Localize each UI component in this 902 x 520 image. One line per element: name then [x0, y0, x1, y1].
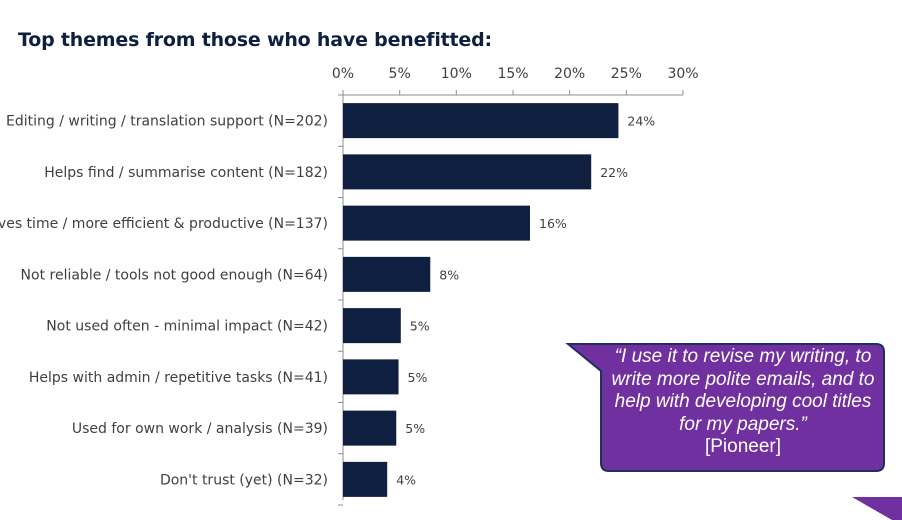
category-label: Saves time / more efficient & productive… — [0, 216, 328, 232]
x-tick-label: 0% — [332, 66, 354, 82]
bar — [343, 103, 619, 139]
bar — [343, 154, 592, 190]
bar — [343, 308, 401, 344]
bar — [343, 256, 431, 292]
quote-text: “I use it to revise my writing, to write… — [604, 346, 882, 459]
x-tick-label: 30% — [667, 66, 698, 82]
bar — [343, 205, 530, 241]
x-tick-label: 25% — [611, 66, 642, 82]
category-label: Editing / writing / translation support … — [6, 114, 328, 130]
category-label: Not used often - minimal impact (N=42) — [46, 319, 328, 335]
data-label: 5% — [408, 370, 428, 385]
bar — [343, 461, 388, 497]
data-label: 4% — [396, 472, 416, 487]
data-label: 24% — [627, 114, 655, 129]
data-label: 5% — [405, 421, 425, 436]
data-label: 16% — [539, 216, 567, 231]
bar — [343, 359, 399, 395]
data-label: 22% — [600, 165, 628, 180]
category-label: Helps find / summarise content (N=182) — [44, 165, 328, 181]
speech-bubble-shape — [565, 343, 885, 472]
quote-body: “I use it to revise my writing, to write… — [611, 346, 875, 435]
data-label: 8% — [439, 267, 459, 282]
category-label: Not reliable / tools not good enough (N=… — [21, 267, 328, 283]
category-label: Helps with admin / repetitive tasks (N=4… — [29, 370, 328, 386]
corner-arrow-shape — [852, 497, 902, 520]
x-tick-label: 20% — [554, 66, 585, 82]
quote-attribution: [Pioneer] — [704, 436, 782, 457]
data-label: 5% — [410, 319, 430, 334]
chart-title: Top themes from those who have benefitte… — [18, 29, 492, 51]
x-tick-label: 10% — [441, 66, 472, 82]
x-tick-label: 5% — [389, 66, 411, 82]
category-label: Used for own work / analysis (N=39) — [72, 421, 328, 437]
x-tick-label: 15% — [497, 66, 528, 82]
bar — [343, 410, 397, 446]
category-label: Don't trust (yet) (N=32) — [160, 472, 328, 488]
